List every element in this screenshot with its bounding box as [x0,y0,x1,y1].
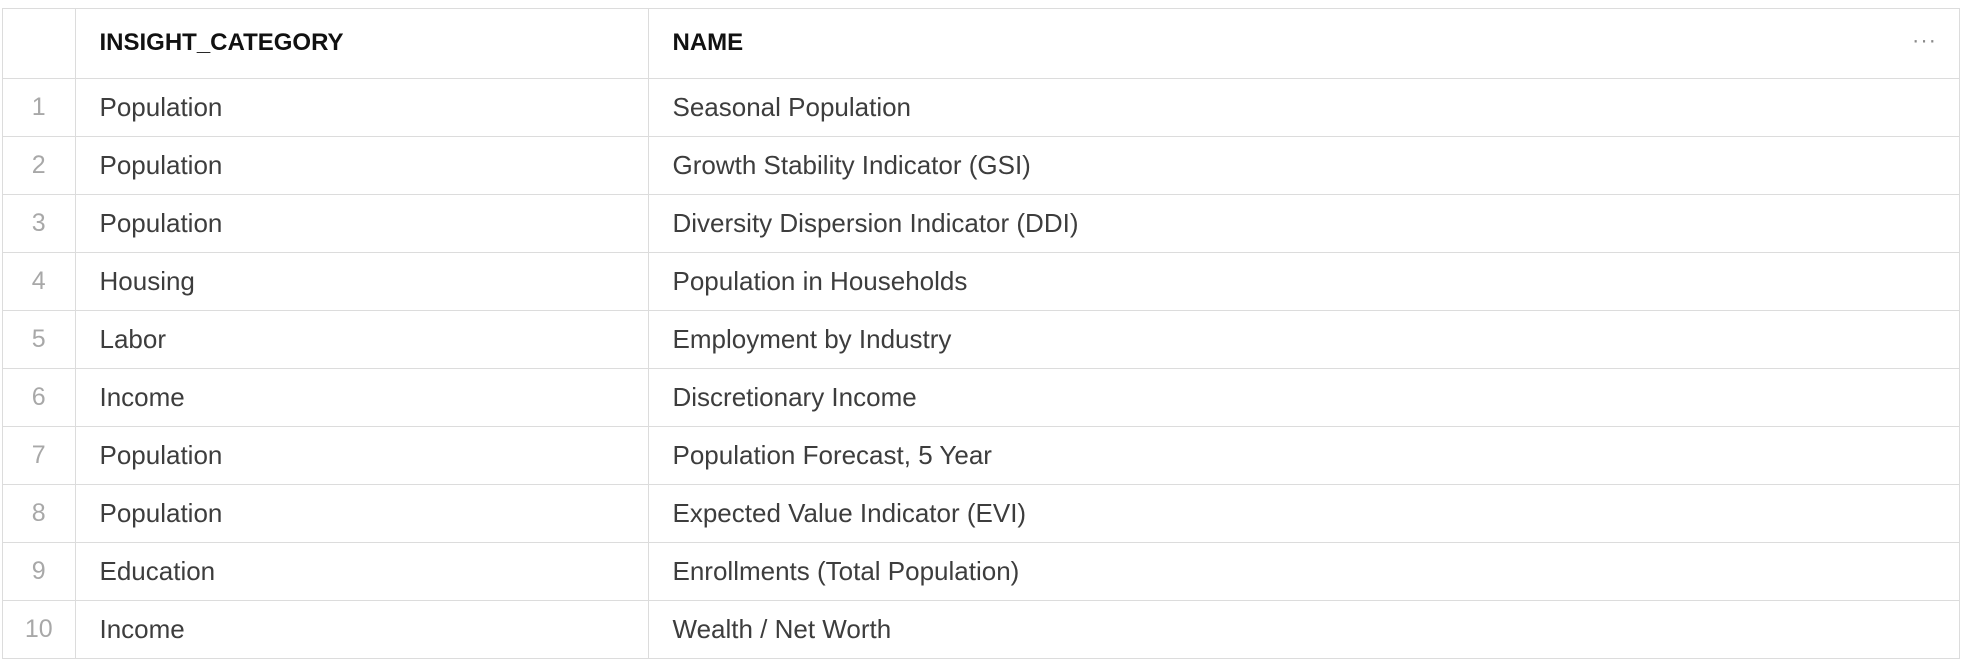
column-header-insight-category[interactable]: INSIGHT_CATEGORY [75,9,649,79]
cell-insight-category[interactable]: Education [75,542,649,601]
more-horizontal-icon[interactable]: ··· [1912,27,1937,53]
row-index: 7 [3,426,76,485]
cell-name[interactable]: Discretionary Income [648,368,1959,427]
table-row[interactable]: 5 Labor Employment by Industry [3,310,1959,369]
row-index: 6 [3,368,76,427]
table-row[interactable]: 10 Income Wealth / Net Worth [3,600,1959,658]
cell-name[interactable]: Wealth / Net Worth [672,613,892,644]
row-index: 2 [3,136,76,195]
table-row[interactable]: 1 Population Seasonal Population [3,78,1959,137]
row-index: 10 [3,600,76,658]
cell-name[interactable]: Expected Value Indicator (EVI) [648,484,1959,543]
column-header-name[interactable]: NAME ··· [648,9,1959,79]
cell-insight-category[interactable]: Population [75,78,649,137]
results-grid: INSIGHT_CATEGORY NAME ··· 1 Population Sea… [2,8,1960,659]
cell-insight-category[interactable]: Income [75,368,649,427]
column-header-label: NAME [672,29,744,57]
header-row: INSIGHT_CATEGORY NAME ··· [3,9,1959,79]
table-body: 1 Population Seasonal Population 2 Populatio… [3,78,1959,658]
row-index: 4 [3,252,76,311]
cell-name[interactable]: Seasonal Population [648,78,1959,137]
table-row[interactable]: 3 Population Diversity Dispersion Indicato… [3,194,1959,253]
row-index: 9 [3,542,76,601]
table-row[interactable]: 2 Population Growth Stability Indicator (G… [3,136,1959,195]
cell-insight-category[interactable]: Income [75,600,649,658]
cell-insight-category[interactable]: Population [75,484,649,543]
cell-name[interactable]: Enrollments (Total Population) [648,542,1959,601]
cell-insight-category[interactable]: Population [75,194,649,253]
cell-name[interactable]: Population Forecast, 5 Year [648,426,1959,485]
cell-insight-category[interactable]: Population [75,426,649,485]
row-index-header [3,9,76,79]
row-index: 5 [3,310,76,369]
row-index: 1 [3,78,76,137]
table-row[interactable]: 6 Income Discretionary Income [3,368,1959,427]
row-index: 8 [3,484,76,543]
cell-name[interactable]: Employment by Industry [648,310,1959,369]
cell-insight-category[interactable]: Population [75,136,649,195]
table-row[interactable]: 7 Population Population Forecast, 5 Year [3,426,1959,485]
cell-name[interactable]: Population in Households [648,252,1959,311]
cell-insight-category[interactable]: Labor [75,310,649,369]
cell-insight-category[interactable]: Housing [75,252,649,311]
results-table: INSIGHT_CATEGORY NAME ··· 1 Population Sea… [3,9,1959,658]
cell-name[interactable]: Growth Stability Indicator (GSI) [648,136,1959,195]
row-index: 3 [3,194,76,253]
column-header-label: INSIGHT_CATEGORY [99,29,344,57]
table-row[interactable]: 9 Education Enrollments (Total Population) [3,542,1959,601]
cell-name[interactable]: Diversity Dispersion Indicator (DDI) [648,194,1959,253]
table-row[interactable]: 4 Housing Population in Households [3,252,1959,311]
table-row[interactable]: 8 Population Expected Value Indicator (EVI… [3,484,1959,543]
